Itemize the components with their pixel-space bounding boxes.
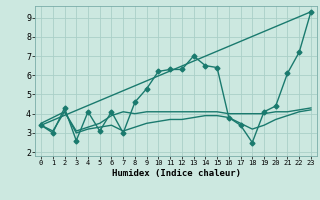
- X-axis label: Humidex (Indice chaleur): Humidex (Indice chaleur): [111, 169, 241, 178]
